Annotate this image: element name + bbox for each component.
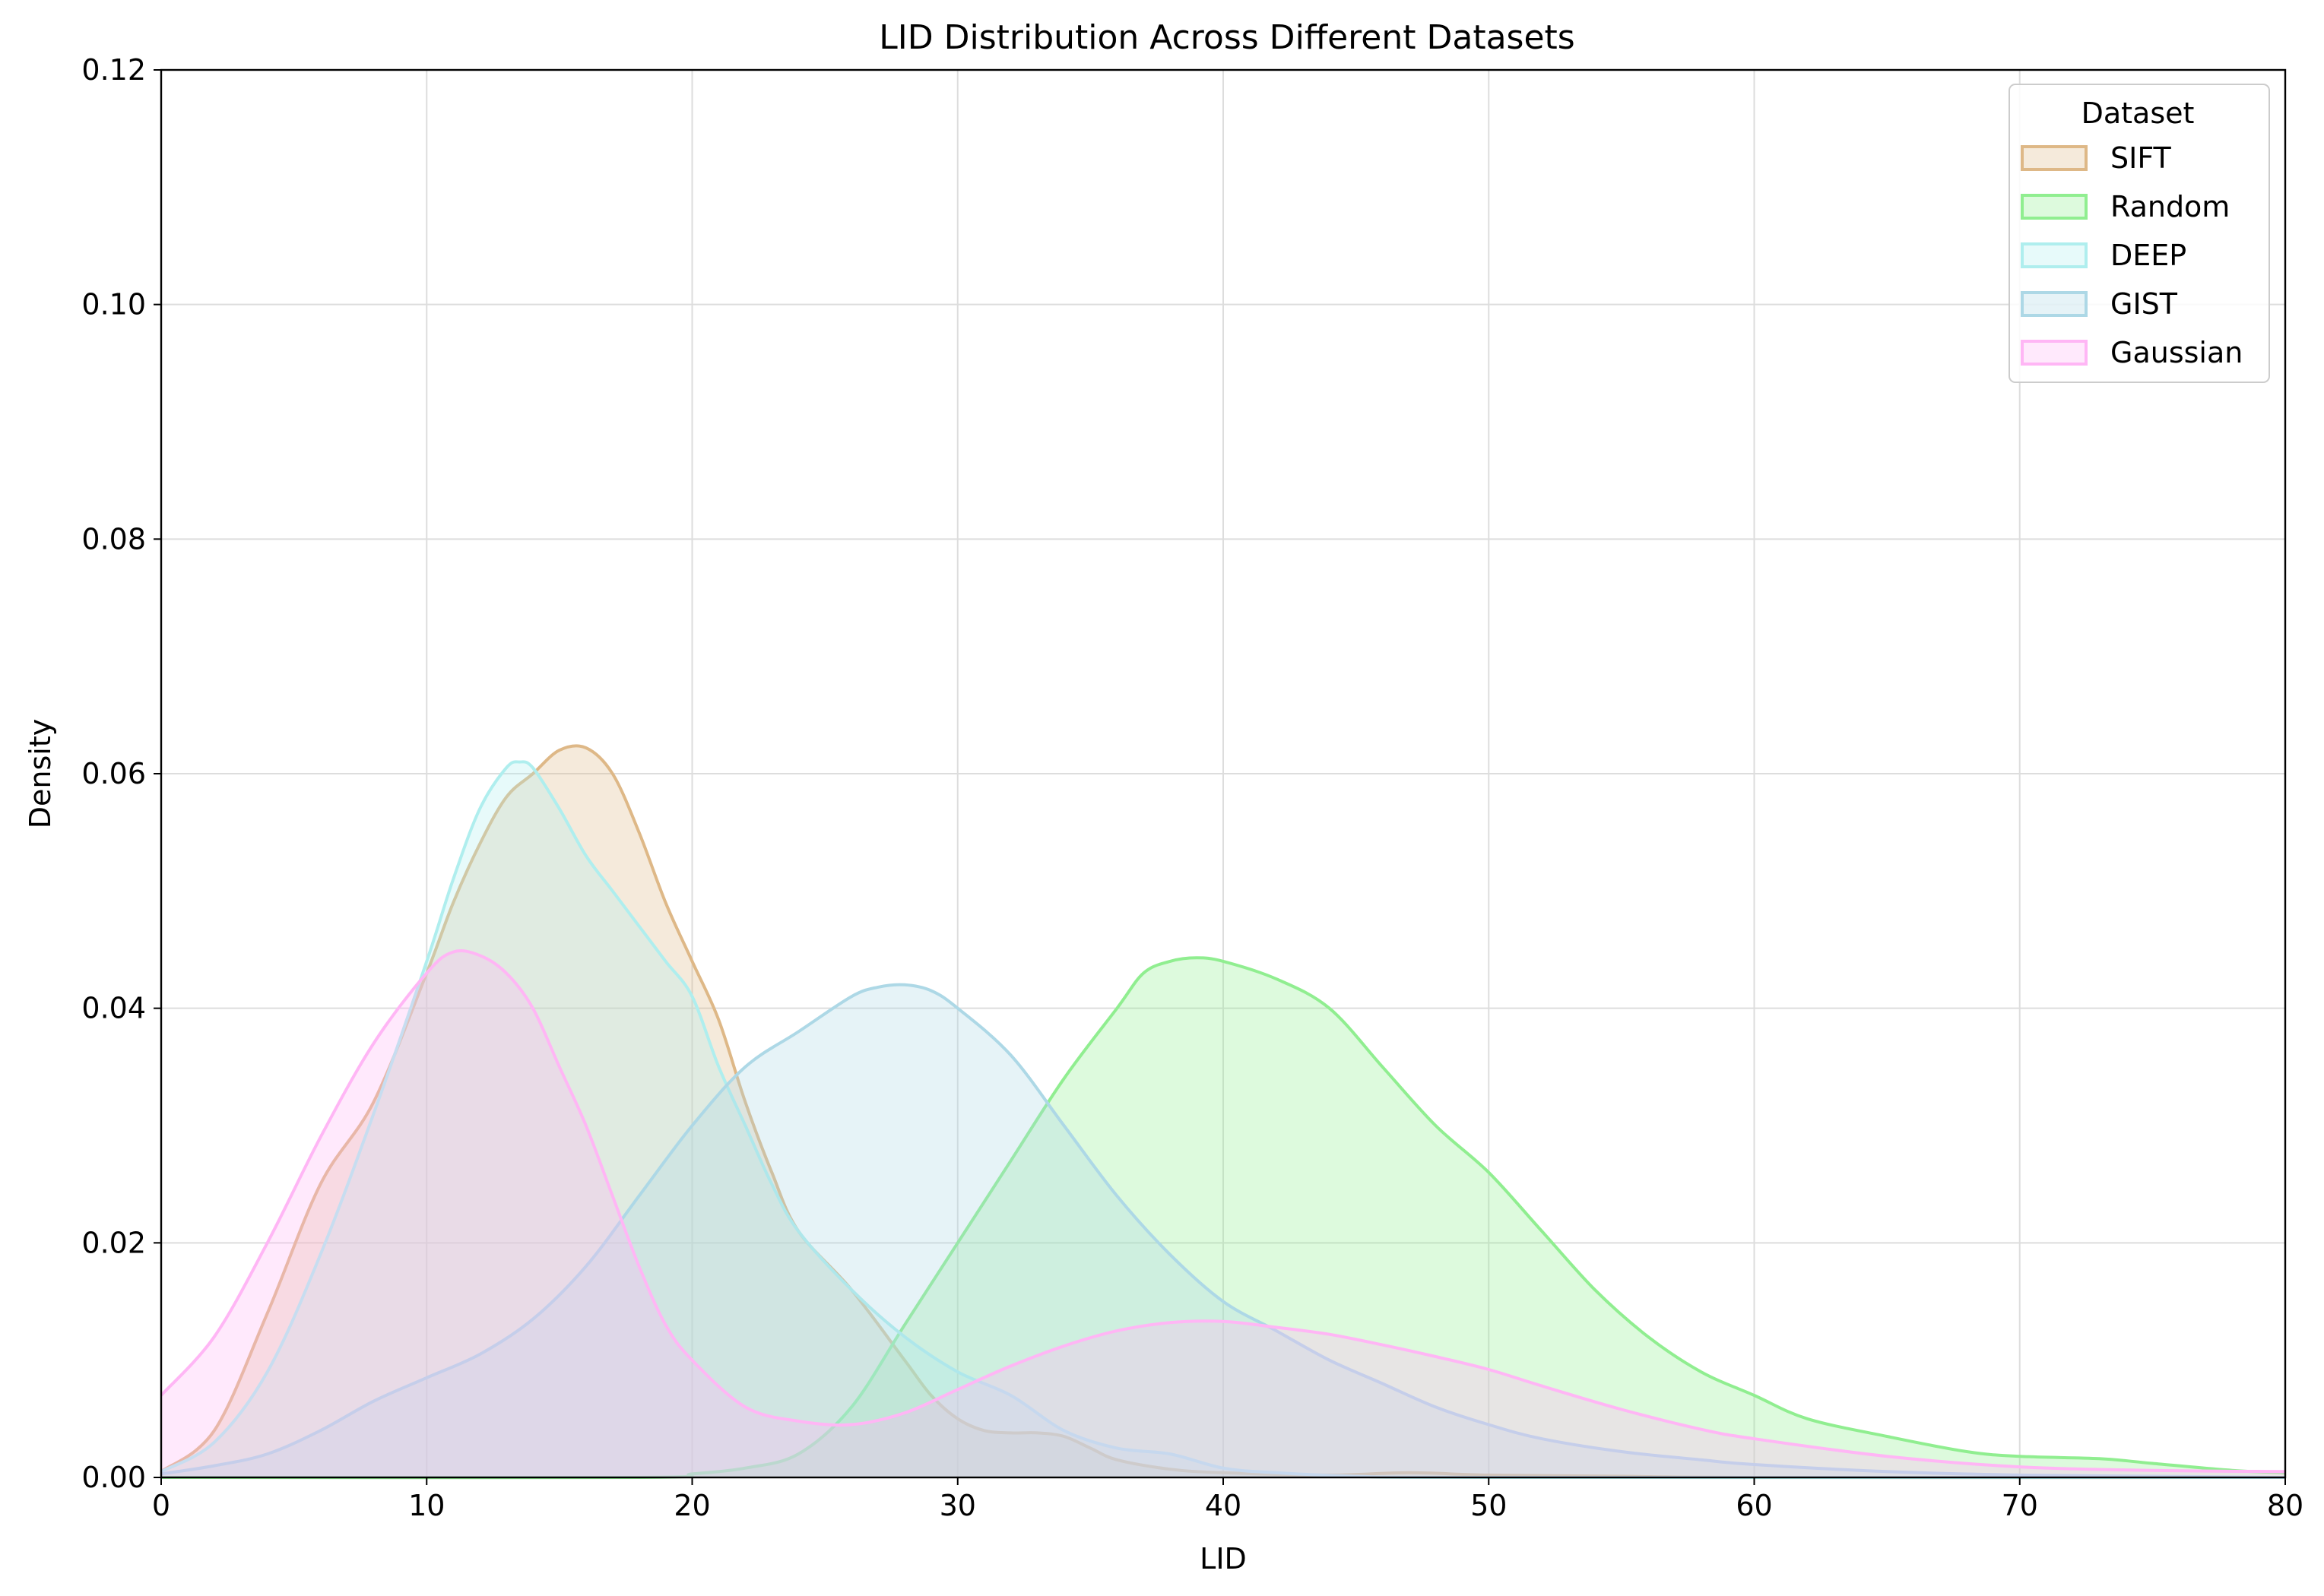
legend-title: Dataset	[2081, 97, 2195, 130]
y-axis-label: Density	[24, 719, 57, 828]
series-area-gist	[161, 984, 2285, 1477]
series-area-gaussian	[161, 951, 2285, 1477]
y-tick-label: 0.10	[81, 288, 146, 321]
series-area-deep	[161, 762, 2285, 1478]
y-tick-label: 0.12	[81, 53, 146, 87]
x-tick-label: 40	[1205, 1489, 1241, 1522]
x-tick-label: 50	[1470, 1489, 1507, 1522]
series-line-random	[160, 956, 2286, 1480]
legend-swatch-sift	[2021, 145, 2088, 171]
legend-label-deep: DEEP	[2110, 239, 2186, 272]
series-areas	[160, 744, 2286, 1480]
x-tick-label: 70	[2002, 1489, 2038, 1522]
y-axis-ticks: 0.00 0.02 0.04 0.06 0.08 0.10 0.12	[81, 53, 161, 1494]
x-axis-label: LID	[1200, 1542, 1247, 1575]
x-tick-label: 10	[408, 1489, 445, 1522]
legend-label-random: Random	[2110, 190, 2230, 223]
series-line-gaussian	[160, 949, 2286, 1474]
series-area-sift	[161, 746, 2285, 1478]
legend: Dataset SIFT Random DEEP GIST Gaussian	[2009, 84, 2270, 383]
y-tick-label: 0.06	[81, 757, 146, 790]
legend-label-sift: SIFT	[2110, 141, 2172, 175]
x-tick-label: 80	[2267, 1489, 2303, 1522]
y-tick-label: 0.08	[81, 522, 146, 556]
y-tick-label: 0.04	[81, 992, 146, 1025]
legend-items: SIFT Random DEEP GIST Gaussian	[2021, 141, 2243, 369]
legend-swatch-deep	[2021, 242, 2088, 268]
chart-title: LID Distribution Across Different Datase…	[879, 18, 1574, 57]
legend-label-gist: GIST	[2110, 287, 2178, 321]
series-line-gist	[160, 983, 2286, 1479]
legend-swatch-gaussian	[2021, 340, 2088, 366]
series-area-random	[161, 958, 2285, 1478]
series-line-deep	[160, 760, 2286, 1480]
legend-swatch-random	[2021, 194, 2088, 220]
legend-label-gaussian: Gaussian	[2110, 336, 2243, 369]
x-tick-label: 20	[674, 1489, 710, 1522]
legend-swatch-gist	[2021, 291, 2088, 317]
y-tick-label: 0.00	[81, 1461, 146, 1494]
legend-box	[2009, 84, 2270, 383]
x-tick-label: 0	[152, 1489, 170, 1522]
x-axis-ticks: 0 10 20 30 40 50 60 70 80	[152, 1477, 2303, 1522]
y-tick-label: 0.02	[81, 1226, 146, 1259]
x-tick-label: 30	[940, 1489, 976, 1522]
x-tick-label: 60	[1736, 1489, 1772, 1522]
